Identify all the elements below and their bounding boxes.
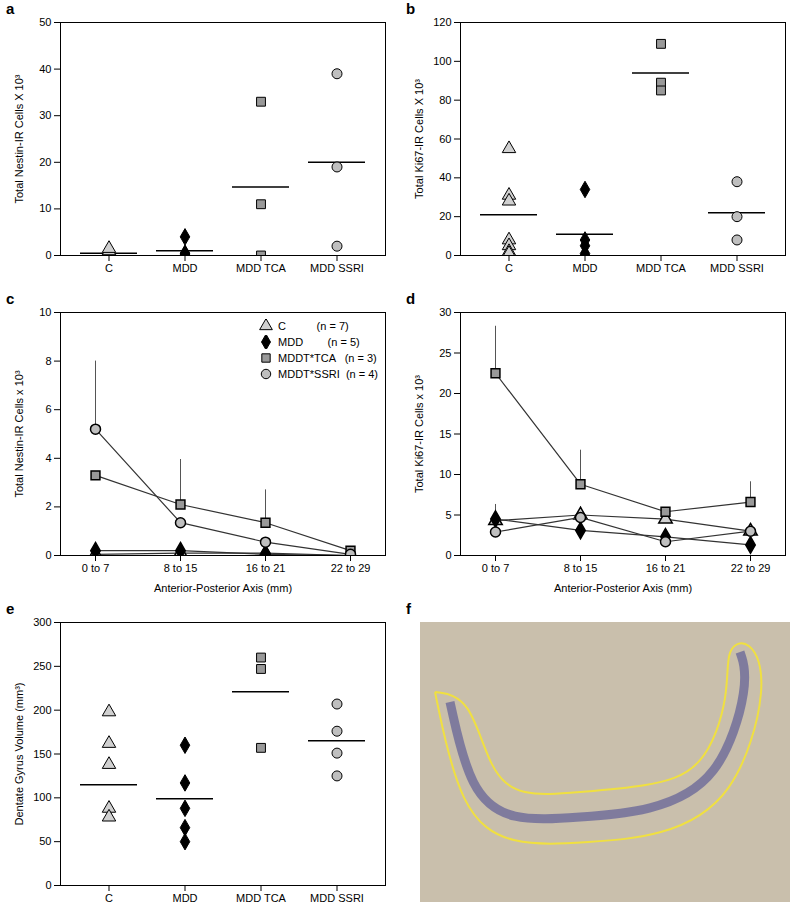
svg-text:MDD: MDD [172, 262, 197, 274]
svg-text:60: 60 [439, 133, 451, 145]
html-text:MDD (n = 5): MDD (n = 5) [278, 336, 360, 348]
svg-text:100: 100 [33, 791, 51, 803]
svg-text:40: 40 [39, 63, 51, 75]
svg-text:MDD TCA: MDD TCA [636, 262, 687, 274]
svg-text:120: 120 [433, 16, 451, 28]
svg-text:2: 2 [45, 500, 51, 512]
svg-text:250: 250 [33, 660, 51, 672]
svg-text:10: 10 [39, 306, 51, 318]
html-text:e: e [6, 600, 15, 617]
svg-text:200: 200 [33, 704, 51, 716]
svg-text:15: 15 [439, 428, 451, 440]
svg-text:Anterior-Posterior Axis (mm): Anterior-Posterior Axis (mm) [554, 582, 692, 594]
svg-text:150: 150 [33, 748, 51, 760]
svg-text:0: 0 [445, 249, 451, 261]
svg-text:MDD TCA: MDD TCA [236, 262, 287, 274]
svg-text:20: 20 [439, 210, 451, 222]
svg-text:Dentate Gyrus Volume (mm³): Dentate Gyrus Volume (mm³) [13, 682, 25, 825]
html-text:c: c [6, 290, 15, 307]
svg-text:300: 300 [33, 616, 51, 628]
svg-text:0: 0 [45, 249, 51, 261]
svg-text:Total Ki67-IR Cells X 10³: Total Ki67-IR Cells X 10³ [413, 79, 425, 199]
svg-text:16 to 21: 16 to 21 [646, 562, 686, 574]
svg-text:6: 6 [45, 403, 51, 415]
svg-text:20: 20 [39, 156, 51, 168]
html-text:MDDT*SSRI (n = 4): MDDT*SSRI (n = 4) [278, 368, 378, 380]
svg-text:10: 10 [439, 468, 451, 480]
svg-text:25: 25 [439, 347, 451, 359]
svg-text:8 to 15: 8 to 15 [564, 562, 598, 574]
html-text:a: a [6, 0, 15, 17]
svg-text:Anterior-Posterior Axis (mm): Anterior-Posterior Axis (mm) [154, 582, 292, 594]
svg-text:0: 0 [445, 549, 451, 561]
svg-text:0: 0 [45, 549, 51, 561]
svg-text:20: 20 [439, 387, 451, 399]
svg-text:Total Nestin-IR Cells x 10³: Total Nestin-IR Cells x 10³ [13, 370, 25, 497]
svg-text:MDD: MDD [572, 262, 597, 274]
svg-text:C: C [105, 892, 113, 904]
svg-text:80: 80 [439, 94, 451, 106]
svg-text:0: 0 [45, 879, 51, 891]
svg-text:50: 50 [39, 16, 51, 28]
svg-text:16 to 21: 16 to 21 [246, 562, 286, 574]
svg-text:MDD SSRI: MDD SSRI [710, 262, 764, 274]
svg-text:Total Nestin-IR Cells X 10³: Total Nestin-IR Cells X 10³ [13, 74, 25, 203]
svg-text:MDD: MDD [172, 892, 197, 904]
svg-text:40: 40 [439, 171, 451, 183]
html-text:b: b [406, 0, 416, 17]
svg-text:0 to 7: 0 to 7 [482, 562, 510, 574]
svg-text:22 to 29: 22 to 29 [731, 562, 771, 574]
svg-text:8: 8 [45, 355, 51, 367]
svg-text:MDD SSRI: MDD SSRI [310, 892, 364, 904]
svg-text:C: C [105, 262, 113, 274]
html-text:f: f [406, 600, 411, 617]
svg-text:5: 5 [445, 509, 451, 521]
svg-text:MDD SSRI: MDD SSRI [310, 262, 364, 274]
html-text:MDDT*TCA (n = 3): MDDT*TCA (n = 3) [278, 352, 377, 364]
svg-text:30: 30 [439, 306, 451, 318]
html-text:d: d [406, 290, 416, 307]
svg-text:30: 30 [39, 109, 51, 121]
svg-text:100: 100 [433, 55, 451, 67]
svg-text:50: 50 [39, 835, 51, 847]
svg-text:10: 10 [39, 202, 51, 214]
svg-text:C: C [505, 262, 513, 274]
svg-text:8 to 15: 8 to 15 [164, 562, 198, 574]
html-text:C (n = 7): C (n = 7) [278, 320, 349, 332]
svg-text:4: 4 [45, 452, 51, 464]
svg-text:MDD TCA: MDD TCA [236, 892, 287, 904]
svg-text:22 to 29: 22 to 29 [331, 562, 371, 574]
svg-text:Total Ki67-IR Cells x 10³: Total Ki67-IR Cells x 10³ [413, 375, 425, 493]
svg-text:0 to 7: 0 to 7 [82, 562, 110, 574]
